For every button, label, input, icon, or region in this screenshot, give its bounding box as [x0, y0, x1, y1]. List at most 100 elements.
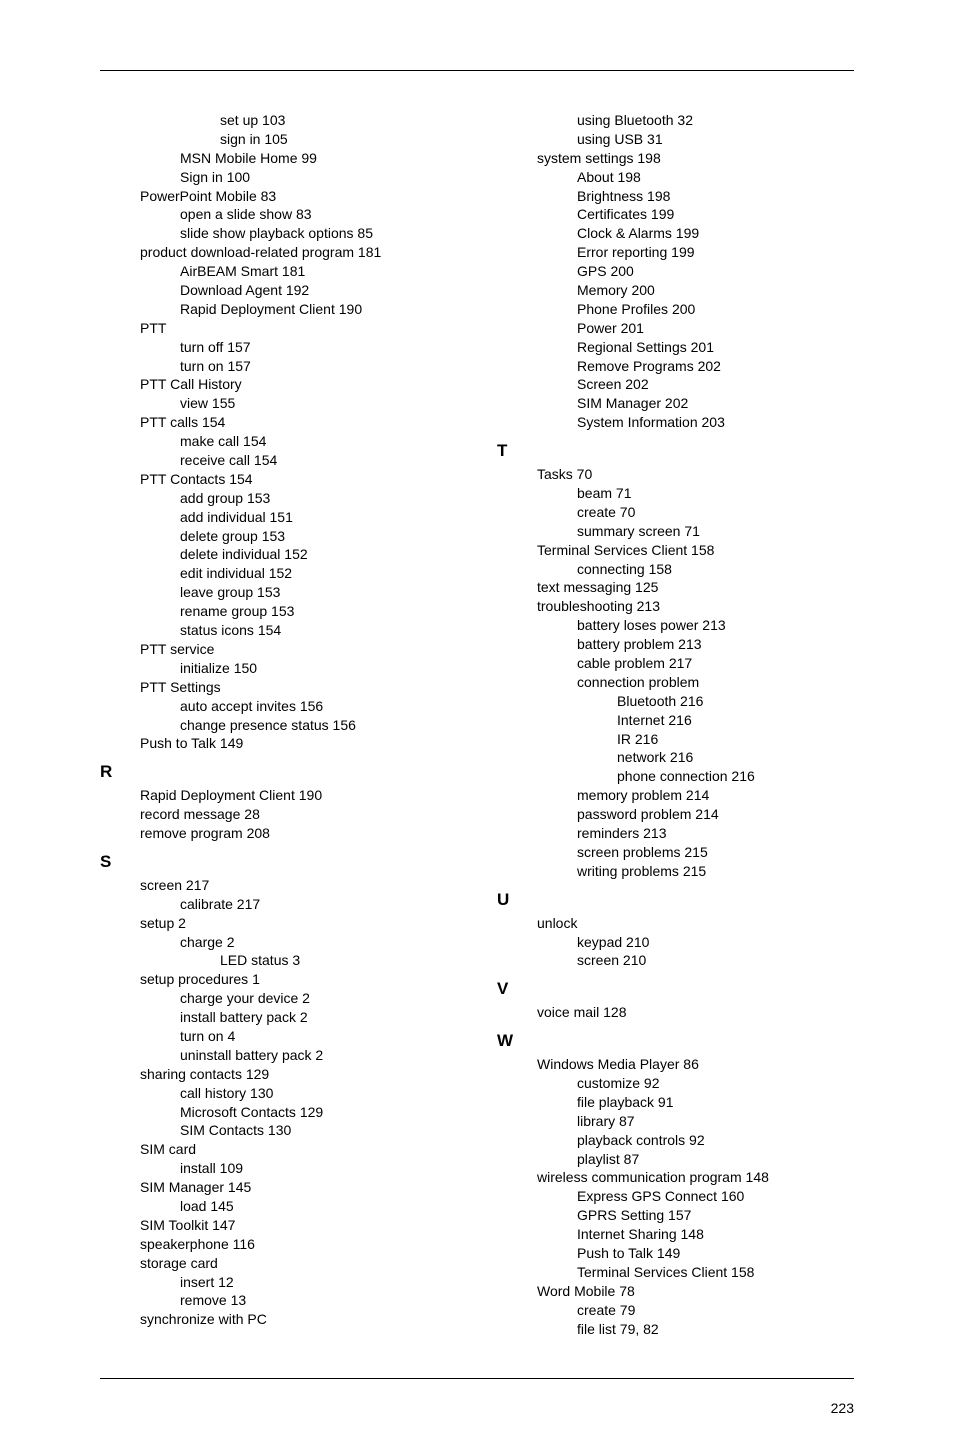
entry-term: voice mail: [537, 1004, 599, 1020]
index-entry: library 87: [577, 1112, 854, 1131]
entry-page: 148: [677, 1226, 704, 1242]
entry-page: 4: [224, 1028, 236, 1044]
entry-term: turn off: [180, 339, 223, 355]
entry-page: 216: [664, 712, 691, 728]
entry-term: load: [180, 1198, 206, 1214]
entry-term: text messaging: [537, 579, 631, 595]
entry-page: 86: [679, 1056, 698, 1072]
entry-term: setup: [140, 915, 174, 931]
index-entry: create 79: [577, 1301, 854, 1320]
entry-page: 199: [647, 206, 674, 222]
index-entry: AirBEAM Smart 181: [180, 262, 457, 281]
entry-page: 216: [676, 693, 703, 709]
entry-term: Regional Settings: [577, 339, 687, 355]
entry-page: 217: [233, 896, 260, 912]
entry-term: memory problem: [577, 787, 682, 803]
entry-term: MSN Mobile Home: [180, 150, 297, 166]
entry-page: 181: [278, 263, 305, 279]
page-footer: 223: [100, 1378, 854, 1418]
entry-term: sharing contacts: [140, 1066, 242, 1082]
entry-term: summary screen: [577, 523, 680, 539]
index-col-right: using Bluetooth 32using USB 31system set…: [497, 111, 854, 1338]
index-entry: setup 2: [140, 914, 457, 933]
entry-term: Windows Media Player: [537, 1056, 679, 1072]
entry-page: 200: [607, 263, 634, 279]
entry-page: 1: [248, 971, 260, 987]
entry-term: product download-related program: [140, 244, 354, 260]
index-entry: Download Agent 192: [180, 281, 457, 300]
entry-term: Error reporting: [577, 244, 667, 260]
index-entry: PTT Contacts 154: [140, 470, 457, 489]
index-entry: Bluetooth 216: [617, 692, 854, 711]
index-entry: install battery pack 2: [180, 1008, 457, 1027]
entry-term: Microsoft Contacts: [180, 1104, 296, 1120]
entry-term: Sign in: [180, 169, 223, 185]
entry-term: Rapid Deployment Client: [180, 301, 335, 317]
entry-term: screen: [577, 952, 619, 968]
index-entry: battery problem 213: [577, 635, 854, 654]
entry-term: AirBEAM Smart: [180, 263, 278, 279]
index-entry: delete individual 152: [180, 545, 457, 564]
entry-page: 153: [243, 490, 270, 506]
index-entry: connection problem: [577, 673, 854, 692]
entry-term: battery problem: [577, 636, 674, 652]
index-entry: summary screen 71: [577, 522, 854, 541]
entry-page: 154: [198, 414, 225, 430]
index-entry: charge 2: [180, 933, 457, 952]
index-entry: add group 153: [180, 489, 457, 508]
entry-term: edit individual: [180, 565, 265, 581]
entry-term: create: [577, 1302, 616, 1318]
entry-page: 92: [640, 1075, 659, 1091]
entry-term: status icons: [180, 622, 254, 638]
entry-term: beam: [577, 485, 612, 501]
entry-page: 70: [573, 466, 592, 482]
index-entry: auto accept invites 156: [180, 697, 457, 716]
section-letter: W: [497, 1030, 854, 1053]
index-entry: sign in 105: [220, 130, 457, 149]
entry-page: 83: [257, 188, 276, 204]
entry-page: 145: [206, 1198, 233, 1214]
entry-term: slide show playback options: [180, 225, 354, 241]
entry-term: reminders: [577, 825, 639, 841]
entry-term: PTT service: [140, 641, 214, 657]
index-entry: screen 217: [140, 876, 457, 895]
index-entry: set up 103: [220, 111, 457, 130]
entry-page: 28: [240, 806, 259, 822]
entry-page: 214: [691, 806, 718, 822]
section-letter: R: [100, 761, 457, 784]
entry-page: 200: [628, 282, 655, 298]
entry-term: screen: [140, 877, 182, 893]
entry-page: 147: [208, 1217, 235, 1233]
entry-page: 210: [619, 952, 646, 968]
index-entry: phone connection 216: [617, 767, 854, 786]
entry-page: 129: [296, 1104, 323, 1120]
entry-page: 190: [295, 787, 322, 803]
index-entry: slide show playback options 85: [180, 224, 457, 243]
entry-term: unlock: [537, 915, 577, 931]
index-entry: PowerPoint Mobile 83: [140, 187, 457, 206]
entry-page: 2: [223, 934, 235, 950]
entry-term: battery loses power: [577, 617, 698, 633]
entry-term: Internet: [617, 712, 664, 728]
index-entry: Terminal Services Client 158: [577, 1263, 854, 1282]
index-entry: leave group 153: [180, 583, 457, 602]
entry-term: phone connection: [617, 768, 728, 784]
index-entry: uninstall battery pack 2: [180, 1046, 457, 1065]
top-rule: [100, 70, 854, 71]
entry-page: 125: [631, 579, 658, 595]
index-entry: speakerphone 116: [140, 1235, 457, 1254]
index-entry: screen 210: [577, 951, 854, 970]
entry-page: 203: [698, 414, 725, 430]
index-entry: Internet 216: [617, 711, 854, 730]
index-col-left: set up 103sign in 105MSN Mobile Home 99S…: [100, 111, 457, 1338]
entry-page: 201: [617, 320, 644, 336]
entry-term: Memory: [577, 282, 628, 298]
entry-page: 157: [224, 358, 251, 374]
index-entry: About 198: [577, 168, 854, 187]
entry-term: wireless communication program: [537, 1169, 742, 1185]
index-entry: using Bluetooth 32: [577, 111, 854, 130]
index-entry: LED status 3: [220, 951, 457, 970]
entry-term: Terminal Services Client: [577, 1264, 727, 1280]
section-letter: U: [497, 889, 854, 912]
entry-term: PTT Call History: [140, 376, 242, 392]
